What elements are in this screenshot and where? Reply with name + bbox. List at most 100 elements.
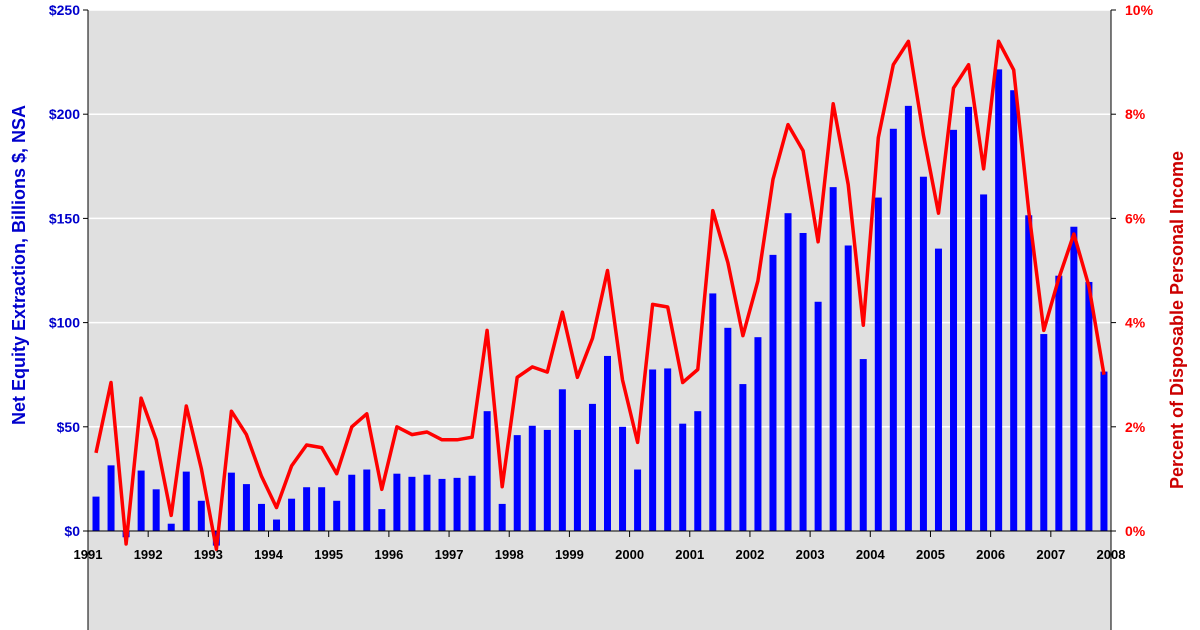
bar (408, 476, 416, 531)
bar (1025, 215, 1033, 532)
left-tick-label: $0 (64, 523, 80, 539)
bar (182, 471, 190, 531)
x-tick-label: 1992 (134, 547, 163, 562)
bar (664, 368, 672, 531)
x-tick-label: 1996 (374, 547, 403, 562)
bar (604, 355, 611, 531)
bar (995, 69, 1003, 532)
bar (1010, 90, 1018, 531)
bar (1040, 334, 1048, 531)
bar (498, 503, 506, 531)
bar (1070, 226, 1078, 531)
right-tick-label: 2% (1125, 419, 1146, 435)
bar (619, 426, 627, 531)
x-tick-label: 2004 (856, 547, 886, 562)
x-tick-label: 2007 (1036, 547, 1065, 562)
right-tick-label: 10% (1125, 2, 1154, 18)
bar (889, 128, 897, 531)
bar (874, 197, 882, 531)
right-tick-label: 0% (1125, 523, 1146, 539)
bar (227, 472, 235, 531)
left-tick-label: $150 (49, 210, 80, 226)
left-tick-label: $250 (49, 2, 80, 18)
bar (739, 384, 747, 531)
x-tick-label: 2008 (1097, 547, 1126, 562)
bar (348, 474, 356, 531)
bar (378, 509, 386, 531)
right-y-tick-labels: -2% 0% 2% 4% 6% 8% 10% (1111, 2, 1154, 630)
bar (754, 337, 762, 531)
x-tick-labels: 1991 1992 1993 1994 1995 1996 1997 1998 1999 2000… (74, 531, 1126, 562)
bar (167, 523, 175, 531)
left-tick-label: $200 (49, 106, 80, 122)
left-y-tick-labels: -$50 $0 $50 $100 $150 $200 $250 (49, 2, 88, 630)
bar (980, 194, 988, 531)
bar (438, 478, 446, 531)
x-tick-label: 1999 (555, 547, 584, 562)
bar (784, 213, 792, 531)
bar (107, 465, 115, 531)
x-tick-label: 1998 (495, 547, 524, 562)
bar (679, 423, 687, 531)
bar (528, 425, 536, 531)
bar (453, 477, 461, 531)
bar (152, 489, 160, 531)
bar (423, 474, 431, 531)
bar (393, 473, 401, 531)
bar (543, 429, 551, 531)
x-tick-label: 1994 (254, 547, 284, 562)
plot-area (88, 10, 1111, 630)
bar-series (92, 69, 1108, 546)
bar (694, 411, 702, 531)
bar (904, 105, 912, 531)
bar (288, 498, 296, 531)
bar (1085, 281, 1093, 531)
x-tick-label: 2003 (796, 547, 825, 562)
bar (588, 403, 596, 531)
left-tick-label: -$50 (52, 627, 80, 630)
bar (709, 293, 717, 531)
bar (769, 254, 777, 531)
x-tick-label: 1991 (74, 547, 103, 562)
bar (483, 411, 491, 531)
bar (919, 176, 927, 531)
bar (318, 487, 326, 531)
bar (934, 248, 942, 532)
x-tick-label: 2000 (615, 547, 644, 562)
right-tick-label: 6% (1125, 210, 1146, 226)
x-tick-label: 2005 (916, 547, 945, 562)
x-tick-label: 2002 (735, 547, 764, 562)
bar (558, 389, 566, 531)
bar (859, 359, 867, 531)
x-tick-label: 1993 (194, 547, 223, 562)
right-tick-label: 4% (1125, 315, 1146, 331)
bar (513, 435, 521, 531)
bar (829, 187, 837, 531)
bar (242, 484, 250, 531)
bar (724, 327, 732, 531)
bar (950, 129, 958, 531)
bar (197, 500, 205, 531)
dpi-percent-line (94, 39, 1106, 551)
bar (844, 245, 852, 531)
bar (814, 301, 822, 531)
right-tick-label: -2% (1125, 627, 1150, 630)
bar (649, 369, 657, 531)
bar (1055, 275, 1063, 531)
bar (333, 500, 341, 531)
right-tick-label: 8% (1125, 106, 1146, 122)
x-tick-label: 1995 (314, 547, 343, 562)
x-tick-label: 2001 (675, 547, 704, 562)
bar (634, 469, 642, 531)
left-axis-title: Net Equity Extraction, Billions $, NSA (9, 105, 29, 425)
bar (573, 429, 581, 531)
left-tick-label: $100 (49, 315, 80, 331)
bar (468, 475, 476, 531)
bar (273, 519, 281, 531)
x-tick-label: 1997 (435, 547, 464, 562)
x-tick-label: 2006 (976, 547, 1005, 562)
bar (363, 469, 371, 531)
right-axis-title: Percent of Disposable Personal Income (1167, 151, 1187, 489)
bar (303, 487, 311, 531)
